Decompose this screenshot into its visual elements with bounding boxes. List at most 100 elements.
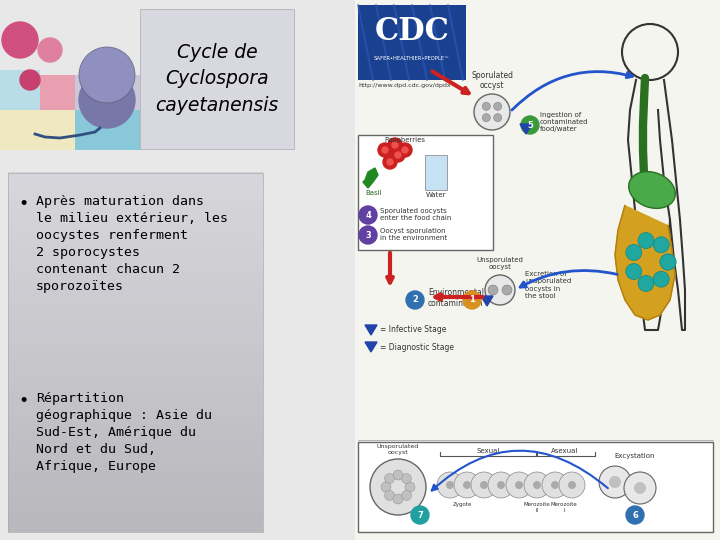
Text: Merozoite
II: Merozoite II bbox=[523, 502, 550, 513]
Bar bbox=[8, 495, 263, 505]
Circle shape bbox=[402, 474, 412, 483]
Circle shape bbox=[660, 254, 676, 270]
Text: 3: 3 bbox=[365, 231, 371, 240]
Text: Sexual: Sexual bbox=[477, 448, 500, 454]
Circle shape bbox=[79, 72, 135, 128]
Polygon shape bbox=[520, 124, 532, 134]
Circle shape bbox=[79, 47, 135, 103]
Text: CDC: CDC bbox=[374, 17, 449, 48]
Bar bbox=[0, 75, 75, 150]
Circle shape bbox=[398, 143, 412, 157]
Text: http://www.dpd.cdc.gov/dpdx: http://www.dpd.cdc.gov/dpdx bbox=[358, 83, 451, 88]
Text: = Infective Stage: = Infective Stage bbox=[380, 326, 446, 334]
Circle shape bbox=[626, 506, 644, 524]
Circle shape bbox=[382, 147, 388, 153]
Circle shape bbox=[609, 476, 621, 488]
Circle shape bbox=[411, 506, 429, 524]
Bar bbox=[8, 477, 263, 487]
Circle shape bbox=[20, 70, 40, 90]
Bar bbox=[355, 0, 720, 540]
Circle shape bbox=[488, 285, 498, 295]
Bar bbox=[8, 208, 263, 218]
Circle shape bbox=[359, 206, 377, 224]
Bar bbox=[8, 414, 263, 424]
Bar bbox=[8, 450, 263, 460]
Circle shape bbox=[391, 148, 405, 162]
Bar bbox=[8, 513, 263, 523]
Text: 6: 6 bbox=[632, 510, 638, 519]
Polygon shape bbox=[365, 342, 377, 352]
Circle shape bbox=[383, 155, 397, 169]
Circle shape bbox=[568, 481, 576, 489]
Circle shape bbox=[524, 472, 550, 498]
Text: 2: 2 bbox=[412, 295, 418, 305]
Text: Zygote: Zygote bbox=[452, 502, 472, 507]
Circle shape bbox=[437, 472, 463, 498]
Bar bbox=[75, 110, 140, 150]
Polygon shape bbox=[363, 168, 378, 188]
Bar bbox=[0, 70, 40, 110]
Bar bbox=[8, 181, 263, 191]
Polygon shape bbox=[615, 205, 675, 320]
Circle shape bbox=[393, 494, 403, 504]
Bar bbox=[8, 289, 263, 299]
Bar bbox=[8, 433, 263, 442]
Circle shape bbox=[482, 113, 490, 122]
Text: 7: 7 bbox=[417, 510, 423, 519]
Bar bbox=[8, 235, 263, 245]
Text: Répartition
géographique : Asie du
Sud-Est, Amérique du
Nord et du Sud,
Afrique,: Répartition géographique : Asie du Sud-E… bbox=[36, 392, 212, 473]
Text: Cycle de
Cyclospora
cayetanensis: Cycle de Cyclospora cayetanensis bbox=[156, 43, 279, 115]
Circle shape bbox=[551, 481, 559, 489]
Circle shape bbox=[497, 481, 505, 489]
Circle shape bbox=[463, 481, 471, 489]
Circle shape bbox=[446, 481, 454, 489]
Bar bbox=[8, 406, 263, 415]
Text: = Diagnostic Stage: = Diagnostic Stage bbox=[380, 342, 454, 352]
Bar bbox=[8, 325, 263, 335]
Text: Après maturation dans
le milieu extérieur, les
oocystes renferment
2 sporocystes: Après maturation dans le milieu extérieu… bbox=[36, 195, 228, 293]
Circle shape bbox=[393, 470, 403, 480]
Text: SAFER•HEALTHIER•PEOPLE™: SAFER•HEALTHIER•PEOPLE™ bbox=[374, 56, 450, 60]
Circle shape bbox=[515, 481, 523, 489]
Text: Ingestion of
contaminated
food/water: Ingestion of contaminated food/water bbox=[540, 112, 588, 132]
Text: Environmental
contamination: Environmental contamination bbox=[428, 288, 484, 308]
Bar bbox=[8, 173, 263, 532]
Circle shape bbox=[471, 472, 497, 498]
Text: Merozoite
I: Merozoite I bbox=[551, 502, 577, 513]
Bar bbox=[8, 369, 263, 380]
Bar bbox=[8, 486, 263, 496]
Bar bbox=[8, 361, 263, 370]
Bar bbox=[8, 342, 263, 353]
Circle shape bbox=[542, 472, 568, 498]
Bar bbox=[8, 262, 263, 272]
Circle shape bbox=[485, 275, 515, 305]
Text: 5: 5 bbox=[527, 120, 533, 130]
Bar bbox=[8, 280, 263, 289]
Circle shape bbox=[402, 490, 412, 501]
Text: •: • bbox=[18, 195, 28, 213]
Circle shape bbox=[463, 291, 481, 309]
Bar bbox=[8, 423, 263, 433]
Text: Asexual: Asexual bbox=[552, 448, 579, 454]
Bar bbox=[425, 155, 447, 190]
Circle shape bbox=[2, 22, 38, 58]
Circle shape bbox=[395, 152, 401, 158]
Circle shape bbox=[599, 466, 631, 498]
Circle shape bbox=[521, 116, 539, 134]
Text: Excretion of
unsporulated
oocysts in
the stool: Excretion of unsporulated oocysts in the… bbox=[525, 272, 571, 299]
Circle shape bbox=[502, 285, 512, 295]
Circle shape bbox=[482, 103, 490, 110]
Bar bbox=[8, 253, 263, 263]
Polygon shape bbox=[365, 325, 377, 335]
Bar bbox=[8, 315, 263, 326]
Bar bbox=[8, 522, 263, 532]
Bar bbox=[8, 441, 263, 451]
Bar bbox=[8, 459, 263, 469]
Bar bbox=[8, 199, 263, 209]
Bar bbox=[8, 172, 263, 182]
Bar bbox=[8, 244, 263, 254]
Bar bbox=[358, 442, 713, 532]
Text: Oocyst sporulation
in the environment: Oocyst sporulation in the environment bbox=[380, 228, 447, 241]
Circle shape bbox=[533, 481, 541, 489]
Circle shape bbox=[406, 291, 424, 309]
